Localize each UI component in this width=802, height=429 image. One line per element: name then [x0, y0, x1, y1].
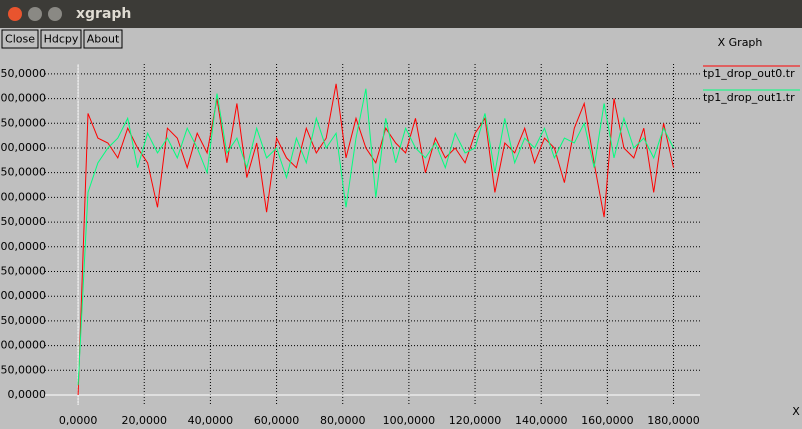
x-tick-label: 180,0000	[647, 414, 700, 427]
y-tick-label: 650,0000	[0, 67, 46, 80]
button[interactable]	[83, 29, 123, 49]
button[interactable]	[1, 29, 39, 49]
button-label[interactable]: About	[87, 33, 120, 46]
button-label[interactable]: Hdcpy	[44, 33, 79, 46]
x-tick-label: 80,0000	[320, 414, 366, 427]
client-area	[0, 28, 802, 429]
x-tick-label: 100,0000	[383, 414, 436, 427]
x-tick-label: 60,0000	[254, 414, 300, 427]
y-tick-label: 250,0000	[0, 264, 46, 277]
y-tick-label: 400,0000	[0, 190, 46, 203]
x-tick-label: 120,0000	[449, 414, 502, 427]
y-tick-label: 100,0000	[0, 339, 46, 352]
window-title: xgraph	[76, 6, 131, 22]
minimize-window[interactable]	[28, 7, 42, 21]
y-tick-label: 550,0000	[0, 116, 46, 129]
legend-label: tp1_drop_out1.tr	[703, 91, 795, 104]
close-window[interactable]	[8, 7, 22, 21]
x-tick-label: 0,0000	[59, 414, 98, 427]
series-line	[77, 88, 674, 386]
y-tick-label: 50,0000	[1, 363, 47, 376]
y-tick-label: 0,0000	[8, 388, 47, 401]
x-tick-label: 160,0000	[581, 414, 634, 427]
y-tick-label: 200,0000	[0, 289, 46, 302]
button[interactable]	[40, 29, 82, 49]
y-tick-label: 300,0000	[0, 240, 46, 253]
y-tick-label: 600,0000	[0, 92, 46, 105]
y-tick-label: 500,0000	[0, 141, 46, 154]
x-tick-label: 40,0000	[188, 414, 234, 427]
x-axis-label: X	[792, 405, 800, 418]
y-tick-label: 350,0000	[0, 215, 46, 228]
chart-title: X Graph	[718, 36, 763, 49]
y-tick-label: 150,0000	[0, 314, 46, 327]
x-tick-label: 140,0000	[515, 414, 568, 427]
y-tick-label: 450,0000	[0, 166, 46, 179]
button-label[interactable]: Close	[5, 33, 35, 46]
title-bar	[0, 0, 802, 28]
maximize-window[interactable]	[48, 7, 62, 21]
x-tick-label: 20,0000	[121, 414, 167, 427]
series-line	[77, 83, 674, 396]
legend-label: tp1_drop_out0.tr	[703, 67, 795, 80]
